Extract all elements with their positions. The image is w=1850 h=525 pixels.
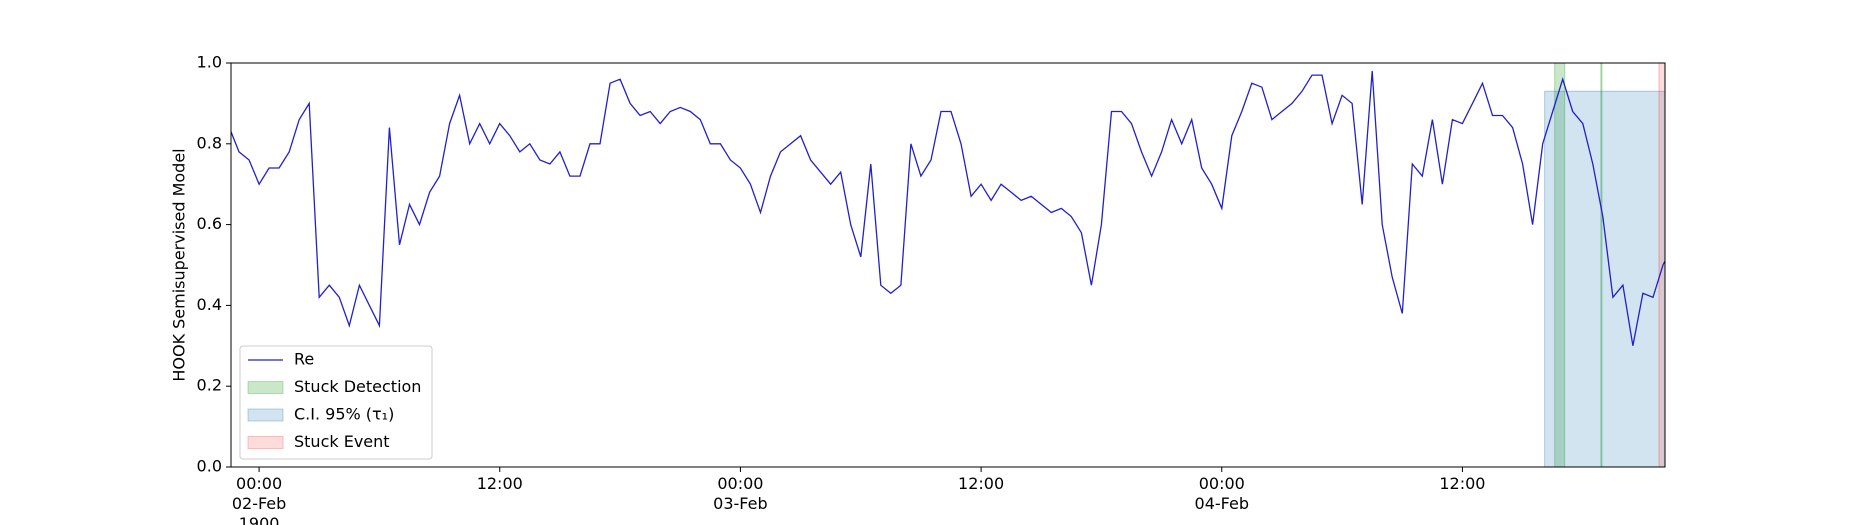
legend-swatch bbox=[247, 408, 284, 422]
x-tick-label-line: 1900 bbox=[239, 514, 280, 525]
legend-label: Stuck Detection bbox=[294, 377, 421, 396]
x-tick-label: 00:00 02-Feb 1900 bbox=[232, 474, 286, 525]
data-line bbox=[230, 71, 1666, 346]
y-tick-label: 0.0 bbox=[197, 457, 222, 476]
x-tick-label-line: 02-Feb bbox=[232, 494, 286, 513]
x-tick-label-line: 12:00 bbox=[477, 474, 523, 493]
legend-label: C.I. 95% (τ₁) bbox=[294, 405, 394, 424]
x-tick-label: 00:00 04-Feb bbox=[1195, 474, 1249, 513]
x-tick-label: 12:00 bbox=[958, 474, 1004, 493]
y-tick-label: 0.4 bbox=[197, 295, 222, 314]
y-tick-label: 0.2 bbox=[197, 376, 222, 395]
x-tick-label: 12:00 bbox=[1439, 474, 1485, 493]
x-tick-label-line: 03-Feb bbox=[713, 494, 767, 513]
x-tick-label-line: 00:00 bbox=[236, 474, 282, 493]
y-axis-label: HOOK Semisupervised Model bbox=[170, 148, 189, 381]
legend-swatch bbox=[247, 381, 284, 394]
y-tick-label: 0.8 bbox=[197, 133, 222, 152]
x-tick-label-line: 00:00 bbox=[1199, 474, 1245, 493]
x-tick-label-line: 12:00 bbox=[958, 474, 1004, 493]
x-tick-label: 12:00 bbox=[477, 474, 523, 493]
x-tick-label-line: 12:00 bbox=[1439, 474, 1485, 493]
y-tick-label: 0.6 bbox=[197, 214, 222, 233]
x-tick-label-line: 04-Feb bbox=[1195, 494, 1249, 513]
legend-frame bbox=[239, 345, 433, 460]
legend-label: Stuck Event bbox=[294, 432, 390, 451]
y-tick-label: 1.0 bbox=[197, 53, 222, 72]
span bbox=[1658, 62, 1666, 468]
legend-label: Re bbox=[294, 350, 314, 369]
span bbox=[1544, 90, 1666, 468]
legend-swatch bbox=[247, 436, 284, 449]
axes-frame bbox=[230, 62, 1666, 468]
x-tick-label-line: 00:00 bbox=[717, 474, 763, 493]
x-tick-label: 00:00 03-Feb bbox=[713, 474, 767, 513]
